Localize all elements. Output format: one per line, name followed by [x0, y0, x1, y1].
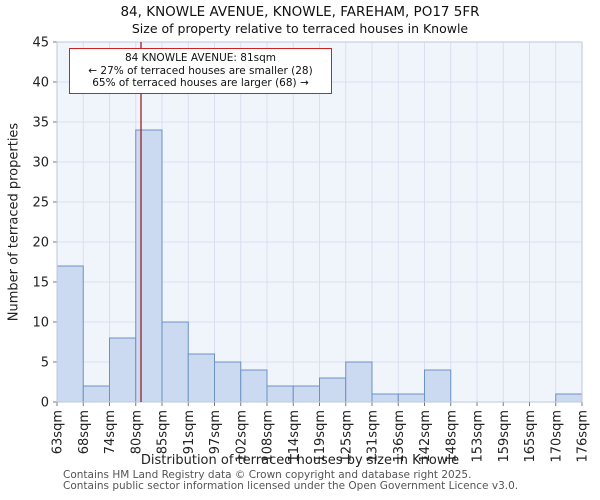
x-tick-label: 63sqm: [51, 410, 66, 454]
footer-attribution-line1: Contains HM Land Registry data © Crown c…: [63, 469, 472, 481]
y-tick-label: 20: [32, 236, 49, 251]
x-tick-label: 165sqm: [523, 410, 538, 463]
annotation-property-size: 84 KNOWLE AVENUE: 81sqm: [124, 52, 276, 64]
plot-border: [56, 41, 583, 403]
bar-74sqm: [109, 337, 137, 403]
x-tick-label: 136sqm: [392, 410, 407, 463]
bar-108sqm: [266, 385, 294, 403]
y-tick-label: 30: [32, 156, 49, 171]
x-tick-label: 108sqm: [261, 410, 276, 463]
y-tick-label: 15: [32, 276, 49, 291]
footer-attribution-line2: Contains public sector information licen…: [63, 480, 519, 492]
x-tick-label: 125sqm: [339, 410, 354, 463]
x-tick-label: 74sqm: [103, 410, 118, 454]
x-tick-label: 85sqm: [156, 410, 171, 454]
annotation-larger-share: 65% of terraced houses are larger (68) →: [92, 77, 309, 89]
bar-91sqm: [187, 353, 215, 403]
bar-142sqm: [424, 369, 452, 403]
x-tick-label: 91sqm: [182, 410, 197, 454]
marker-annotation-box: 84 KNOWLE AVENUE: 81sqm ← 27% of terrace…: [69, 48, 332, 94]
x-tick-label: 68sqm: [77, 410, 92, 454]
x-tick-label: 170sqm: [549, 410, 564, 463]
y-tick-label: 0: [41, 396, 49, 411]
chart-title: 84, KNOWLE AVENUE, KNOWLE, FAREHAM, PO17…: [120, 4, 480, 20]
bar-68sqm: [82, 385, 110, 403]
annotation-smaller-share: ← 27% of terraced houses are smaller (28…: [88, 64, 313, 77]
bar-80sqm: [135, 129, 163, 403]
y-tick-label: 45: [32, 36, 49, 51]
x-tick-label: 153sqm: [471, 410, 486, 463]
bar-119sqm: [319, 377, 347, 403]
x-tick-label: 148sqm: [444, 410, 459, 463]
x-tick-label: 159sqm: [497, 410, 512, 463]
x-tick-label: 131sqm: [366, 410, 381, 463]
x-tick-label: 114sqm: [287, 410, 302, 463]
bar-114sqm: [292, 385, 320, 403]
x-tick-label: 176sqm: [576, 410, 591, 463]
chart-subtitle: Size of property relative to terraced ho…: [131, 21, 469, 36]
x-tick-label: 142sqm: [418, 410, 433, 463]
bar-131sqm: [371, 393, 399, 403]
y-tick-label: 5: [41, 356, 49, 371]
x-tick-label: 119sqm: [313, 410, 328, 463]
x-axis-label: Distribution of terraced houses by size …: [140, 453, 460, 468]
x-tick-label: 97sqm: [208, 410, 223, 454]
bar-170sqm: [555, 393, 583, 403]
y-tick-label: 25: [32, 196, 49, 211]
y-tick-label: 40: [32, 76, 49, 91]
bar-102sqm: [240, 369, 268, 403]
bar-97sqm: [214, 361, 242, 403]
y-tick-label: 35: [32, 116, 49, 131]
bar-63sqm: [56, 265, 84, 403]
bar-125sqm: [345, 361, 373, 403]
x-tick-label: 102sqm: [234, 410, 249, 463]
bar-85sqm: [161, 321, 189, 403]
x-tick-label: 80sqm: [129, 410, 144, 454]
bar-136sqm: [397, 393, 425, 403]
y-tick-label: 10: [32, 316, 49, 331]
